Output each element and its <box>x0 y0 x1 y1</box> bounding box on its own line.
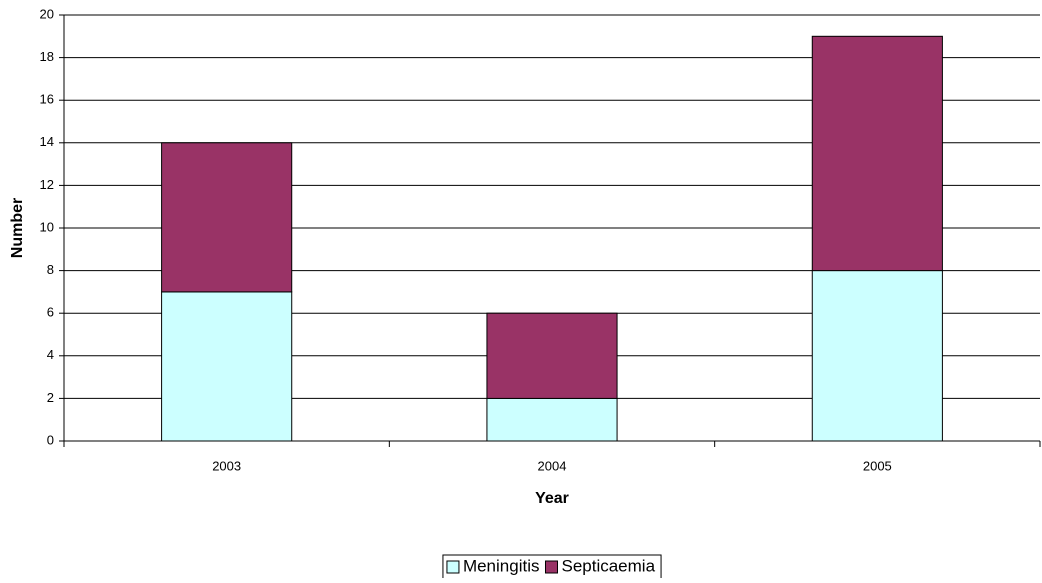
bar-segment <box>161 142 293 293</box>
y-tick-label: 8 <box>47 262 54 277</box>
bar-segment <box>161 291 293 442</box>
x-axis-title: Year <box>535 490 569 507</box>
bar-segment <box>486 312 618 399</box>
y-tick-label: 20 <box>40 6 54 21</box>
y-tick-label: 16 <box>40 92 54 107</box>
y-tick-label: 0 <box>47 432 54 447</box>
bar-segment <box>811 35 943 272</box>
y-tick-label: 4 <box>47 347 54 362</box>
y-tick-label: 2 <box>47 390 54 405</box>
legend-swatch <box>446 560 460 574</box>
y-tick-label: 6 <box>47 305 54 320</box>
legend-text: Septicaemia <box>561 556 655 575</box>
legend-swatch <box>544 560 558 574</box>
y-tick-label: 18 <box>40 49 54 64</box>
x-tick-label: 2005 <box>863 458 892 473</box>
legend-text: Meningitis <box>463 556 540 575</box>
y-axis-title: Number <box>9 198 26 258</box>
bar-segment <box>486 397 618 442</box>
y-tick-label: 10 <box>40 219 54 234</box>
x-tick-label: 2003 <box>212 458 241 473</box>
bar-segment <box>811 270 943 442</box>
y-tick-label: 14 <box>40 134 54 149</box>
y-tick-label: 12 <box>40 177 54 192</box>
x-tick-label: 2004 <box>538 458 567 473</box>
